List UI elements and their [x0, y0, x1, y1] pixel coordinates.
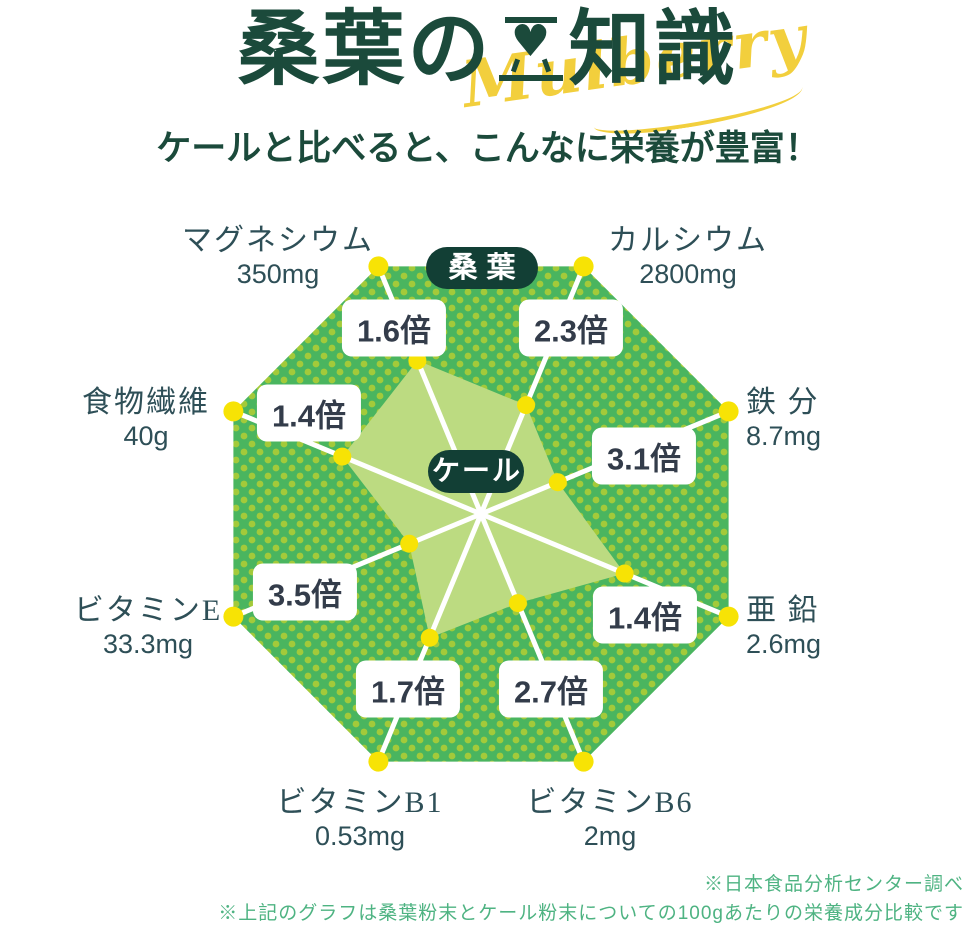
heart-icon: ♥	[510, 16, 551, 67]
kale-vertex-dot	[408, 351, 427, 370]
legend-kale-pill: ケール	[428, 450, 524, 493]
footnote-method: ※上記のグラフは桑葉粉末とケール粉末についての100gあたりの栄養成分比較です	[218, 903, 964, 924]
footnote-source: ※日本食品分析センター調べ	[703, 874, 964, 895]
subtitle: ケールと比べると、こんなに栄養が豊富！	[156, 129, 820, 168]
title-suffix: 知識	[568, 4, 739, 95]
radar-axis-line	[478, 513, 586, 763]
mulberry-vertex-dot	[718, 401, 739, 422]
heart-bean-glyph: ♥	[498, 17, 564, 81]
mulberry-vertex-dot	[368, 751, 389, 772]
kale-vertex-dot	[333, 447, 352, 466]
mulberry-vertex-dot	[573, 751, 594, 772]
title-prefix: 桑葉の	[237, 4, 493, 95]
mulberry-vertex-dot	[223, 606, 244, 627]
bean-bottom-bar	[498, 75, 563, 81]
kale-vertex-dot	[548, 473, 567, 492]
kale-vertex-dot	[420, 628, 439, 647]
kale-vertex-dot	[517, 396, 536, 415]
mulberry-vertex-dot	[718, 606, 739, 627]
mulberry-vertex-dot	[368, 256, 389, 277]
bean-top-bar	[504, 17, 557, 23]
kale-vertex-dot	[615, 564, 634, 583]
legend-mulberry-pill: 桑葉	[426, 247, 538, 289]
mulberry-vertex-dot	[573, 256, 594, 277]
kale-polygon	[342, 360, 625, 638]
mulberry-vertex-dot	[223, 401, 244, 422]
kale-vertex-dot	[400, 534, 419, 553]
footnotes: ※日本食品分析センター調べ ※上記のグラフは桑葉粉末とケール粉末についての100…	[218, 870, 964, 928]
page-title: 桑葉の ♥ 知識	[0, 2, 976, 98]
kale-vertex-dot	[508, 594, 527, 613]
